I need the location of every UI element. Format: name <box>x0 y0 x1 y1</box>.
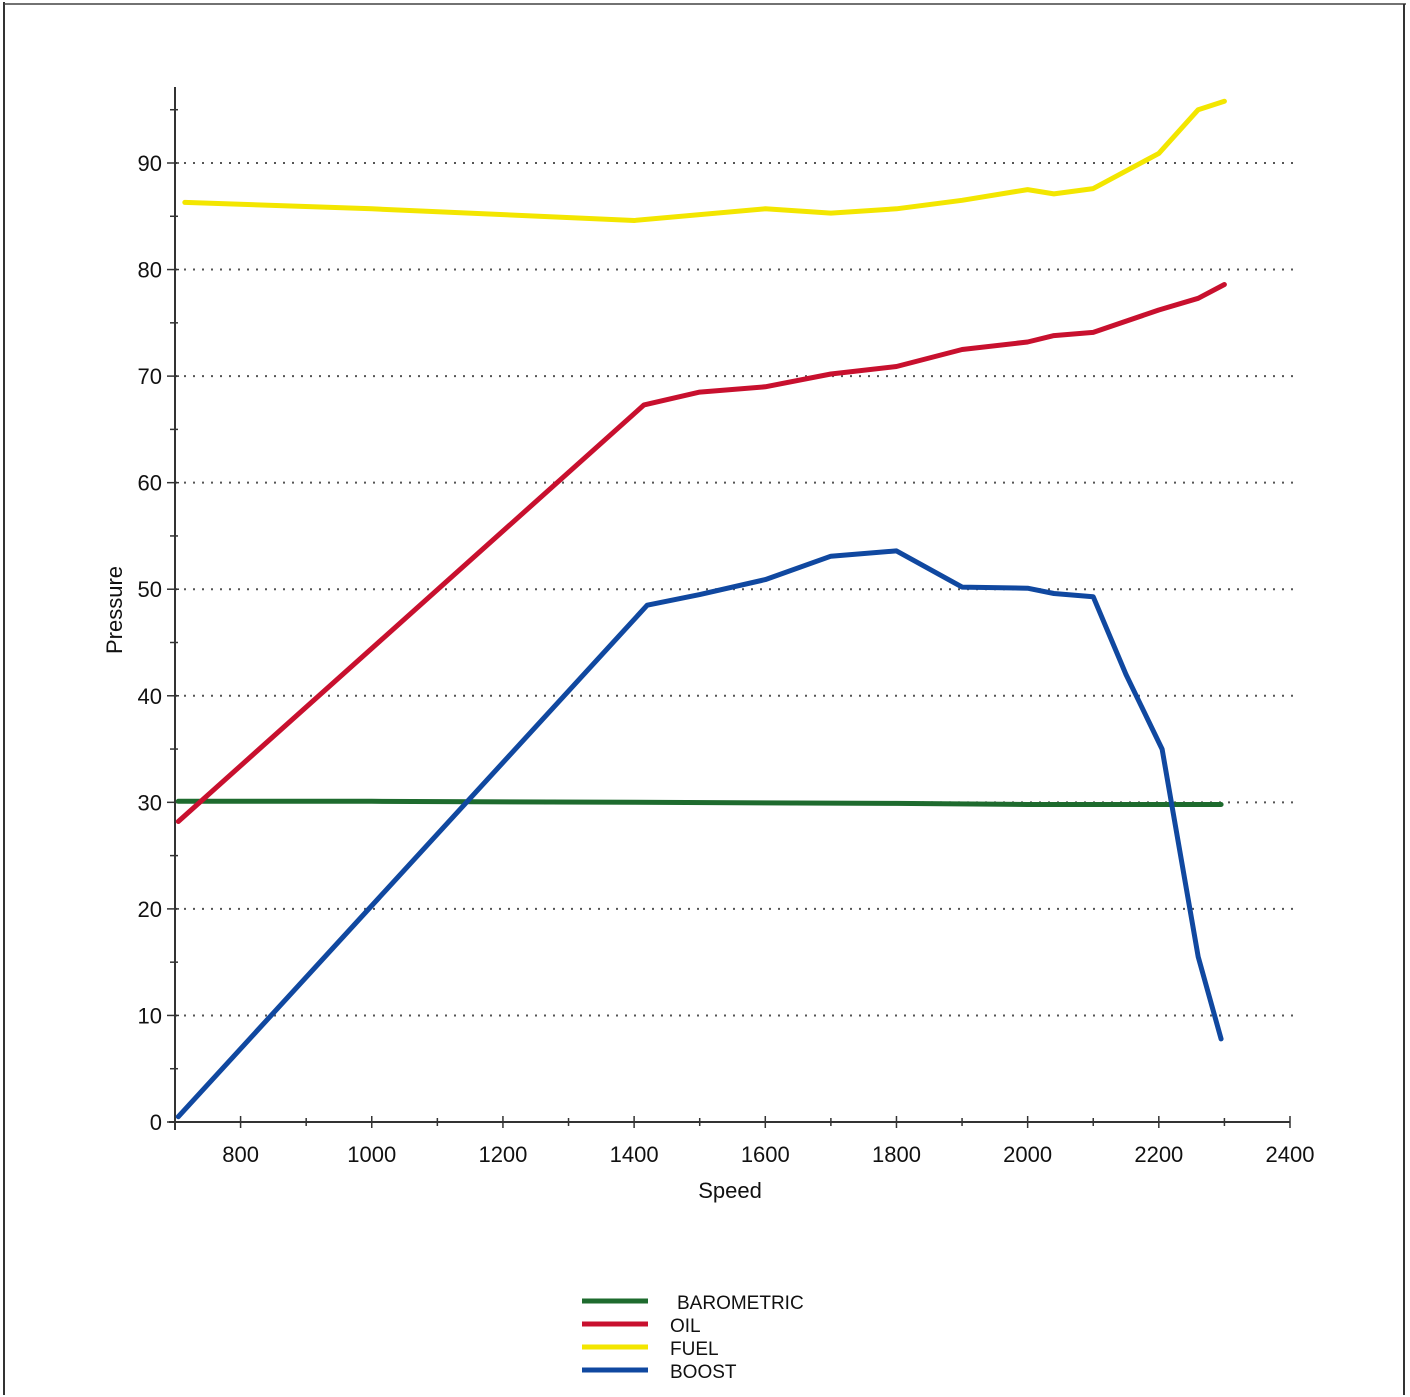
x-tick-label: 1400 <box>610 1142 659 1167</box>
series-line-boost <box>175 548 1224 1120</box>
series-line-oil <box>175 282 1227 824</box>
y-tick-label: 0 <box>150 1110 162 1135</box>
y-tick-label: 10 <box>138 1003 162 1028</box>
y-tick-label: 30 <box>138 790 162 815</box>
legend-label-fuel: FUEL <box>670 1339 719 1360</box>
y-tick-label: 20 <box>138 897 162 922</box>
y-tick-label: 90 <box>138 151 162 176</box>
x-tick-label: 800 <box>222 1142 259 1167</box>
x-tick-label: 1600 <box>741 1142 790 1167</box>
x-tick-label: 1200 <box>478 1142 527 1167</box>
x-tick-label: 1000 <box>347 1142 396 1167</box>
series-line-barometric <box>175 798 1224 807</box>
x-tick-label: 1800 <box>872 1142 921 1167</box>
x-tick-label: 2000 <box>1003 1142 1052 1167</box>
x-axis-title: Speed <box>698 1178 762 1203</box>
y-tick-label: 80 <box>138 258 162 283</box>
y-tick-label: 50 <box>138 577 162 602</box>
y-tick-label: 70 <box>138 364 162 389</box>
y-tick-label: 40 <box>138 684 162 709</box>
tick-labels: 0 10 20 30 40 50 60 70 80 90 800 1000 1200 1400 1600 18… <box>138 151 1315 1167</box>
series-lines <box>175 98 1227 1120</box>
series-line-fuel <box>182 98 1227 223</box>
y-axis-title: Pressure <box>102 566 127 654</box>
legend-label-barometric: BAROMETRIC <box>677 1293 804 1314</box>
x-tick-label: 2200 <box>1134 1142 1183 1167</box>
legend-label-boost: BOOST <box>670 1362 737 1383</box>
y-tick-label: 60 <box>138 471 162 496</box>
legend-label-oil: OIL <box>670 1316 701 1337</box>
x-tick-label: 2400 <box>1266 1142 1315 1167</box>
axes <box>167 87 1291 1130</box>
